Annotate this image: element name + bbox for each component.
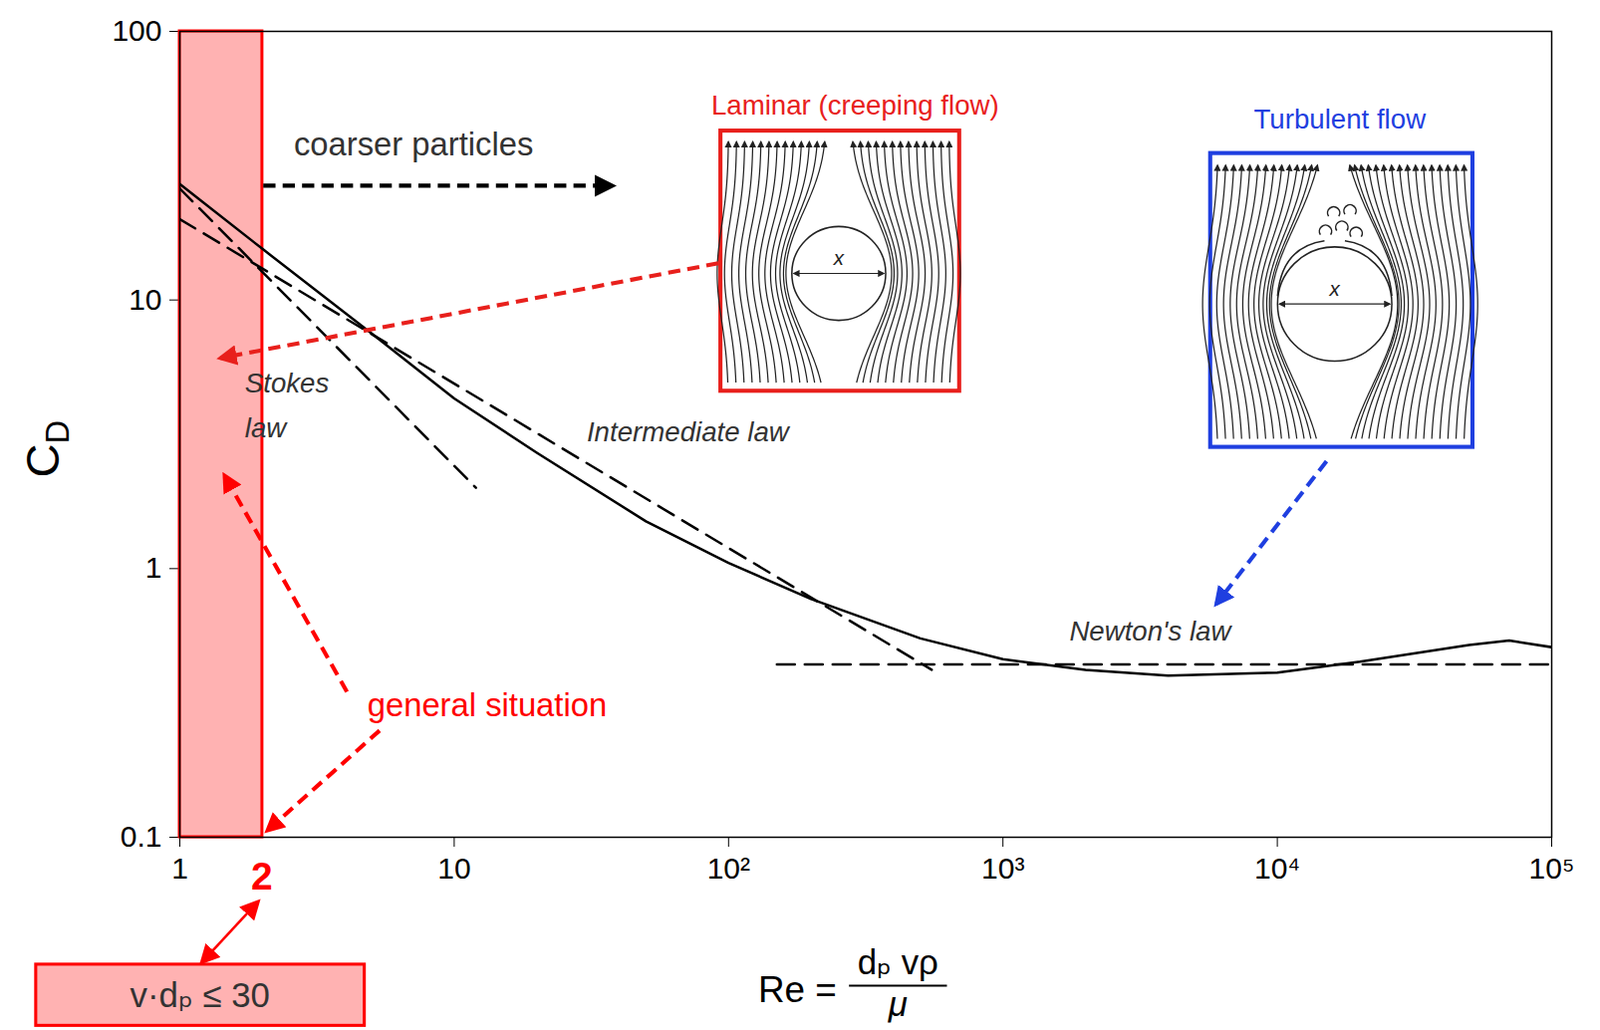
svg-text:10: 10 <box>437 851 471 885</box>
svg-text:10⁴: 10⁴ <box>1254 851 1301 885</box>
svg-text:law: law <box>245 412 289 444</box>
svg-text:Stokes: Stokes <box>245 367 330 399</box>
svg-text:10⁵: 10⁵ <box>1529 851 1576 885</box>
svg-text:10³: 10³ <box>981 851 1025 885</box>
svg-text:10: 10 <box>128 282 162 316</box>
svg-text:μ: μ <box>887 984 908 1024</box>
svg-text:1: 1 <box>145 550 163 584</box>
svg-text:x: x <box>832 246 845 269</box>
svg-text:0.1: 0.1 <box>120 819 163 853</box>
svg-text:Newton's law: Newton's law <box>1068 615 1233 647</box>
svg-text:10²: 10² <box>707 851 751 885</box>
svg-text:Turbulent flow: Turbulent flow <box>1254 103 1428 135</box>
svg-text:100: 100 <box>111 13 162 47</box>
svg-text:Laminar (creeping flow): Laminar (creeping flow) <box>711 89 1000 121</box>
svg-text:x: x <box>1329 276 1341 300</box>
svg-text:dₚ vρ: dₚ vρ <box>857 942 939 982</box>
svg-text:Re =: Re = <box>758 969 837 1011</box>
svg-text:general situation: general situation <box>367 686 607 724</box>
svg-text:coarser particles: coarser particles <box>293 125 534 163</box>
svg-text:2: 2 <box>251 854 273 898</box>
svg-text:v·dₚ ≤ 30: v·dₚ ≤ 30 <box>130 975 270 1015</box>
svg-text:CD: CD <box>15 420 76 479</box>
svg-text:1: 1 <box>171 851 189 885</box>
svg-text:Intermediate law: Intermediate law <box>586 416 792 448</box>
